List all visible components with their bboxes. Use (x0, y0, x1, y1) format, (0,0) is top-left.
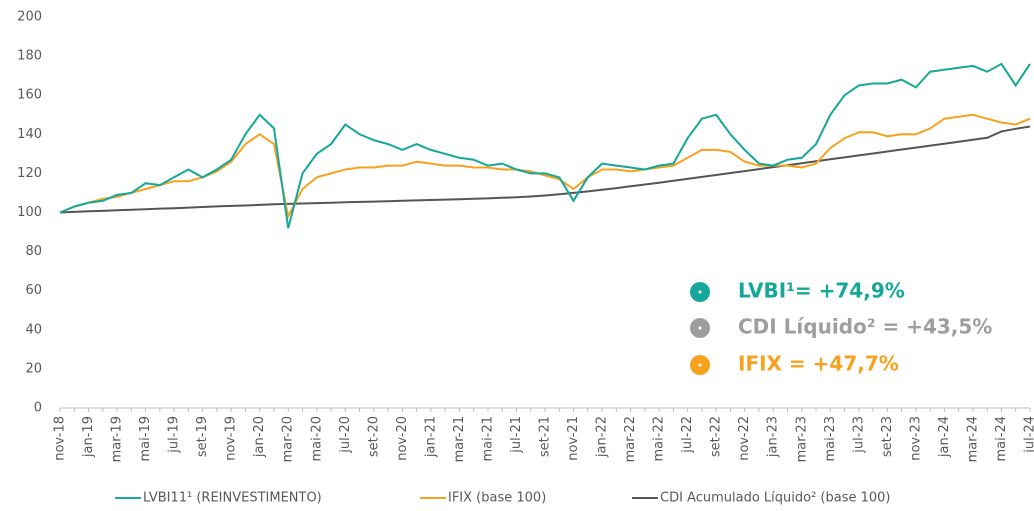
x-tick-label: jan-19 (81, 416, 96, 458)
legend-label: IFIX (base 100) (448, 491, 546, 506)
annotation: CDI Líquido² = +43,5% (738, 315, 992, 339)
y-tick-label: 40 (25, 322, 42, 337)
y-tick-label: 0 (34, 401, 42, 416)
annotation: IFIX = +47,7% (738, 352, 899, 376)
x-tick-label: mar-24 (965, 416, 980, 462)
x-tick-label: mar-22 (623, 416, 638, 462)
annotation-bullet-dot (698, 290, 702, 294)
y-tick-label: 120 (17, 166, 42, 181)
legend-label: CDI Acumulado Líquido² (base 100) (660, 491, 891, 506)
x-tick-label: jan-24 (937, 416, 952, 458)
x-tick-label: jan-21 (423, 416, 438, 458)
x-tick-label: jul-21 (509, 416, 524, 454)
x-tick-label: mai-20 (309, 416, 324, 461)
x-tick-label: jul-22 (680, 416, 695, 454)
x-tick-label: mai-24 (994, 416, 1009, 461)
x-tick-label: mar-21 (452, 416, 467, 462)
y-tick-label: 200 (17, 10, 42, 25)
x-tick-label: jul-23 (851, 416, 866, 454)
x-tick-label: mar-23 (794, 416, 809, 462)
x-tick-label: mar-19 (110, 416, 125, 462)
annotation-bullet-dot (698, 326, 702, 330)
x-tick-label: mai-19 (138, 416, 153, 461)
x-tick-label: nov-21 (566, 416, 581, 461)
x-tick-label: set-23 (880, 416, 895, 457)
y-tick-label: 140 (17, 127, 42, 142)
x-tick-label: mar-20 (281, 416, 296, 462)
x-tick-label: jan-22 (595, 416, 610, 458)
x-tick-label: mai-21 (480, 416, 495, 461)
x-tick-label: nov-22 (737, 416, 752, 461)
x-tick-label: jul-19 (167, 416, 182, 454)
x-tick-label: nov-18 (53, 416, 68, 461)
x-tick-label: set-20 (366, 416, 381, 457)
x-tick-label: mai-22 (652, 416, 667, 461)
x-tick-label: jan-20 (252, 416, 267, 458)
legend-label: LVBI11¹ (REINVESTIMENTO) (143, 491, 322, 506)
x-tick-label: nov-19 (224, 416, 239, 461)
x-tick-label: set-21 (538, 416, 553, 457)
y-tick-label: 180 (17, 49, 42, 64)
x-tick-label: set-19 (195, 416, 210, 457)
y-tick-label: 60 (25, 283, 42, 298)
y-tick-label: 100 (17, 205, 42, 220)
x-tick-label: jul-24 (1023, 416, 1034, 454)
x-tick-label: jan-23 (766, 416, 781, 458)
series-line (59, 62, 1031, 229)
x-tick-label: mai-23 (823, 416, 838, 461)
series-line (59, 125, 1031, 214)
series-line (59, 113, 1031, 220)
annotation: LVBI¹= +74,9% (738, 279, 905, 303)
x-tick-label: nov-20 (395, 416, 410, 461)
x-tick-label: set-22 (709, 416, 724, 457)
y-tick-label: 80 (25, 244, 42, 259)
annotation-bullet-dot (698, 363, 702, 367)
y-tick-label: 160 (17, 88, 42, 103)
y-tick-label: 20 (25, 361, 42, 376)
x-tick-label: jul-20 (338, 416, 353, 454)
x-tick-label: nov-23 (908, 416, 923, 461)
